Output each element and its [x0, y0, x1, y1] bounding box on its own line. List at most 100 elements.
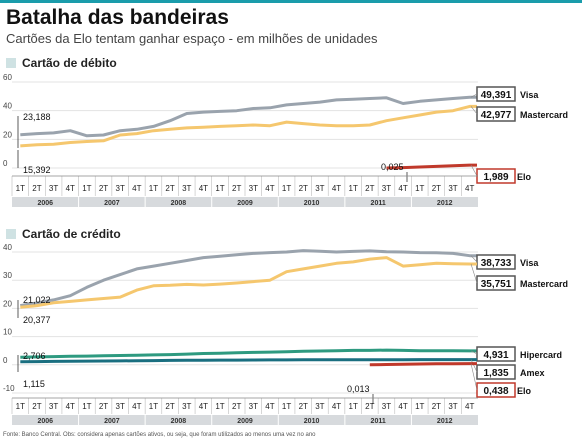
- debit-title-text: Cartão de débito: [22, 56, 117, 70]
- x-tick-label: 2T: [365, 184, 374, 193]
- x-tick-label: 1T: [215, 402, 224, 411]
- year-axis-band: [12, 197, 478, 207]
- year-label: 2009: [237, 200, 253, 207]
- y-tick-label: 40: [3, 102, 12, 111]
- series-line-hipercard: [20, 348, 477, 359]
- x-tick-label: 1T: [149, 184, 158, 193]
- x-tick-label: 2T: [165, 402, 174, 411]
- y-tick-label: 0: [3, 356, 8, 365]
- y-tick-label: 20: [3, 130, 12, 139]
- x-tick-label: 3T: [448, 402, 457, 411]
- year-label: 2006: [37, 418, 53, 425]
- year-label: 2012: [437, 200, 453, 207]
- end-value-leader: [470, 350, 478, 355]
- series-name-label: Visa: [520, 90, 539, 100]
- year-label: 2012: [437, 418, 453, 425]
- end-value-leader: [470, 255, 478, 263]
- year-label: 2008: [171, 418, 187, 425]
- series-line-elo: [386, 163, 477, 170]
- year-label: 2006: [37, 200, 53, 207]
- page-title: Batalha das bandeiras: [6, 6, 229, 29]
- series-line-visa: [20, 95, 477, 138]
- y-tick-label: 20: [3, 299, 12, 308]
- y-tick-label: 40: [3, 243, 12, 252]
- start-value-label: 21,022: [23, 295, 51, 305]
- year-label: 2010: [304, 200, 320, 207]
- x-tick-label: 2T: [232, 184, 241, 193]
- x-tick-label: 3T: [182, 184, 191, 193]
- series-name-label: Hipercard: [520, 350, 562, 360]
- x-tick-label: 4T: [132, 402, 141, 411]
- x-tick-label: 3T: [182, 402, 191, 411]
- start-value-label: 1,115: [23, 379, 45, 389]
- year-label: 2007: [104, 200, 120, 207]
- x-tick-label: 2T: [299, 402, 308, 411]
- x-tick-label: 4T: [66, 402, 75, 411]
- debit-section-title: Cartão de débito: [6, 56, 117, 70]
- top-accent-bar: [0, 0, 582, 3]
- x-tick-label: 4T: [265, 402, 274, 411]
- x-tick-label: 1T: [16, 402, 25, 411]
- end-value-label: 4,931: [483, 350, 508, 361]
- x-tick-label: 3T: [49, 184, 58, 193]
- x-tick-label: 4T: [132, 184, 141, 193]
- end-value-label: 35,751: [481, 279, 512, 290]
- x-tick-label: 4T: [465, 402, 474, 411]
- x-tick-label: 1T: [16, 184, 25, 193]
- y-tick-label: -10: [3, 384, 15, 393]
- end-value-leader: [470, 263, 478, 284]
- annotation-label: 0,013: [347, 384, 370, 394]
- x-tick-label: 2T: [32, 402, 41, 411]
- series-line-mastercard: [20, 104, 477, 148]
- start-value-label: 2,706: [23, 351, 46, 361]
- year-axis-band: [12, 415, 478, 425]
- x-tick-label: 1T: [282, 184, 291, 193]
- year-label: 2009: [237, 418, 253, 425]
- series-name-label: Mastercard: [520, 279, 568, 289]
- y-tick-label: 0: [3, 159, 8, 168]
- series-name-label: Visa: [520, 258, 539, 268]
- x-tick-label: 3T: [116, 184, 125, 193]
- x-tick-label: 4T: [332, 402, 341, 411]
- start-value-label: 15,392: [23, 165, 51, 175]
- x-tick-label: 2T: [165, 184, 174, 193]
- section-marker-icon: [6, 58, 16, 68]
- x-tick-label: 1T: [82, 184, 91, 193]
- x-tick-label: 4T: [332, 184, 341, 193]
- x-tick-label: 1T: [149, 402, 158, 411]
- end-value-leader: [470, 359, 478, 373]
- x-tick-label: 2T: [299, 184, 308, 193]
- x-tick-label: 4T: [465, 184, 474, 193]
- x-tick-label: 3T: [315, 184, 324, 193]
- x-tick-label: 3T: [49, 402, 58, 411]
- x-tick-label: 1T: [415, 402, 424, 411]
- end-value-label: 1,835: [483, 368, 508, 379]
- x-tick-label: 1T: [82, 402, 91, 411]
- x-tick-label: 1T: [349, 184, 358, 193]
- x-tick-label: 3T: [116, 402, 125, 411]
- x-tick-label: 2T: [365, 402, 374, 411]
- x-tick-label: 2T: [99, 402, 108, 411]
- series-line-mastercard: [20, 256, 477, 309]
- x-tick-label: 3T: [382, 184, 391, 193]
- x-tick-label: 1T: [349, 402, 358, 411]
- x-tick-label: 2T: [32, 184, 41, 193]
- x-tick-label: 4T: [199, 402, 208, 411]
- x-tick-label: 1T: [415, 184, 424, 193]
- end-value-label: 42,977: [481, 110, 512, 121]
- series-name-label: Mastercard: [520, 110, 568, 120]
- year-label: 2010: [304, 418, 320, 425]
- x-tick-label: 4T: [199, 184, 208, 193]
- series-line-amex: [20, 358, 477, 364]
- x-tick-label: 4T: [398, 402, 407, 411]
- end-value-leader: [470, 165, 478, 177]
- x-tick-label: 4T: [66, 184, 75, 193]
- x-tick-label: 3T: [382, 402, 391, 411]
- annotation-label: 0,025: [381, 162, 404, 172]
- page-subtitle: Cartões da Elo tentam ganhar espaço - em…: [6, 31, 378, 46]
- start-value-label: 20,377: [23, 315, 51, 325]
- footnote: Fonte: Banco Central. Obs: considera ape…: [3, 432, 316, 438]
- series-line-elo: [369, 362, 477, 367]
